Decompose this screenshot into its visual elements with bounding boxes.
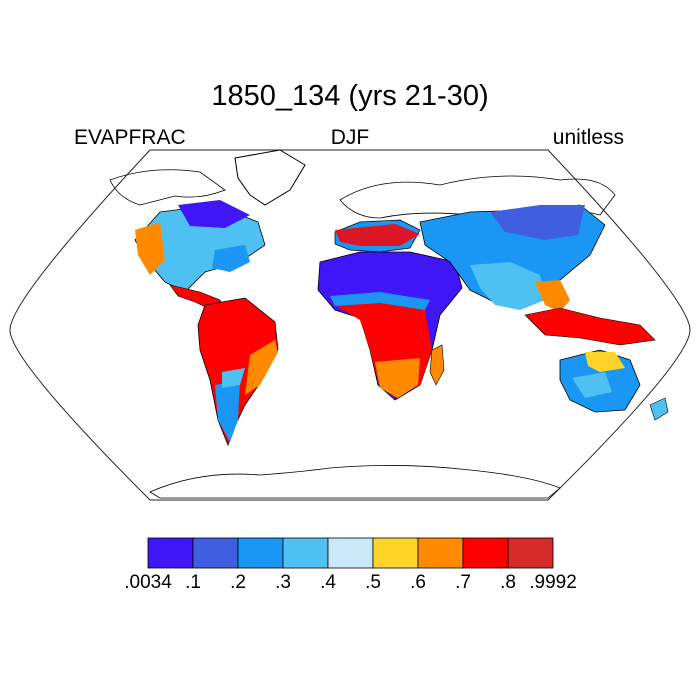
colorbar-tick-label: .8: [500, 572, 516, 593]
siberia-band: [490, 205, 585, 240]
colorbar-swatch: [507, 537, 554, 569]
colorbar-tick-label: .1: [185, 572, 201, 593]
colorbar-tick-label: .6: [410, 572, 426, 593]
australia-north: [585, 352, 625, 372]
colorbar-swatch: [192, 537, 239, 569]
season-label: DJF: [330, 126, 370, 149]
arctic-islands-outline: [109, 169, 226, 206]
south-america-east: [245, 340, 278, 395]
europe-mediterranean-band: [335, 224, 420, 246]
south-america-mid: [222, 368, 245, 388]
north-america-west-band: [135, 222, 165, 275]
north-america-southeast: [212, 245, 250, 272]
colorbar-tick-label: .0034: [124, 572, 172, 593]
colorbar-swatch: [327, 537, 374, 569]
south-america-south: [215, 380, 240, 442]
colorbar-swatch: [282, 537, 329, 569]
southeast-asia-region: [535, 280, 570, 312]
colorbar-tick-label: .2: [230, 572, 246, 593]
greenland-outline: [234, 149, 306, 206]
colorbar-swatch: [372, 537, 419, 569]
colorbar-swatch: [417, 537, 464, 569]
africa-south: [375, 358, 420, 398]
colorbar-swatch: [237, 537, 284, 569]
colorbar-tick-label: .4: [320, 572, 336, 593]
colorbar-tick-label: .9992: [529, 572, 577, 593]
variable-label: EVAPFRAC: [74, 126, 186, 149]
eurasia-north-outline: [339, 175, 616, 219]
units-label: unitless: [552, 126, 624, 149]
colorbar-tick-label: .5: [365, 572, 381, 593]
colorbar-tick-label: .3: [275, 572, 291, 593]
colorbar-tick-label: .7: [455, 572, 471, 593]
north-america-north-band: [178, 200, 250, 228]
colorbar-swatch: [462, 537, 509, 569]
madagascar: [429, 344, 445, 386]
south-asia-region: [470, 262, 545, 310]
map-title: 1850_134 (yrs 21-30): [211, 80, 489, 112]
australia-interior: [572, 372, 612, 398]
colorbar-swatch: [147, 537, 194, 569]
colorbar: [147, 537, 554, 569]
colorbar-labels: .0034 .1 .2 .3 .4 .5 .6 .7 .8 .9992: [0, 572, 700, 602]
maritime-continent: [524, 307, 656, 346]
africa-sahel-band: [330, 292, 430, 310]
new-zealand: [649, 397, 669, 421]
antarctica-outline: [149, 465, 561, 499]
